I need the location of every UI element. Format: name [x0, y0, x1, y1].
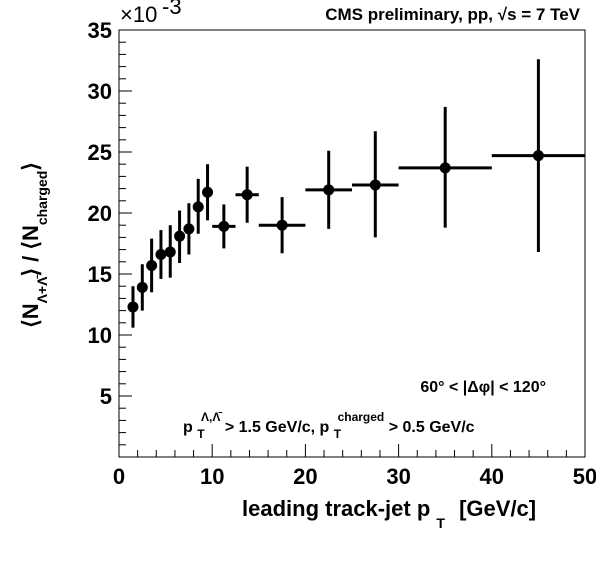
y-axis-label: ⟨NΛ+Λ̄⟩ / ⟨Ncharged⟩: [18, 162, 50, 328]
x-tick-label: 40: [480, 464, 504, 489]
plot-frame: [118, 29, 586, 458]
x-tick-label: 0: [113, 464, 125, 489]
y-tick-label: 20: [88, 201, 112, 226]
x-axis-label-sub: T: [436, 515, 445, 531]
x-axis-label: leading track-jet p T [GeV/c]: [242, 496, 536, 533]
annotation-pt-sup-b: charged: [338, 410, 385, 424]
annotation-pt-a: p: [183, 419, 193, 436]
annotation-pt-cuts: p T Λ,Λ̄ > 1.5 GeV/c, p T charged > 0.5 …: [183, 408, 475, 442]
y-tick-label: 25: [88, 140, 112, 165]
annotation-pt-c: > 0.5 GeV/c: [389, 419, 475, 436]
y-tick-label: 35: [88, 18, 112, 43]
annotation-pt-sub-b: T: [334, 427, 342, 441]
data-point: [164, 246, 176, 258]
data-point: [136, 281, 148, 293]
data-point: [323, 184, 335, 196]
data-point: [276, 219, 288, 231]
y-tick-label: 15: [88, 262, 112, 287]
data-point: [174, 230, 186, 242]
x-axis-label-main: leading track-jet p: [242, 496, 430, 521]
y-tick-label: 30: [88, 79, 112, 104]
data-point: [218, 220, 230, 232]
data-point: [146, 259, 158, 271]
annotation-delta-phi: 60° < |Δφ| < 120°: [420, 379, 546, 396]
annotation-pt-sup-a: Λ,Λ̄: [201, 410, 222, 424]
data-point: [202, 186, 214, 198]
y-axis-ticks: [119, 29, 132, 458]
x-tick-label: 10: [200, 464, 224, 489]
chart-title: CMS preliminary, pp, √s = 7 TeV: [325, 5, 580, 24]
x-tick-label: 50: [573, 464, 596, 489]
data-point: [241, 189, 253, 201]
data-point: [183, 223, 195, 235]
x-axis-label-unit: [GeV/c]: [459, 496, 536, 521]
data-point: [155, 248, 167, 260]
y-tick-label: 5: [100, 384, 112, 409]
data-point: [369, 179, 381, 191]
x-tick-label: 20: [293, 464, 317, 489]
data-series: [127, 59, 585, 328]
data-point: [532, 150, 544, 162]
x-axis-ticks: [118, 444, 586, 457]
data-point: [192, 201, 204, 213]
svg-text:⟨NΛ+Λ̄⟩ / ⟨Ncharged⟩: ⟨NΛ+Λ̄⟩ / ⟨Ncharged⟩: [18, 162, 50, 328]
y-multiplier: ×10: [120, 2, 157, 27]
x-tick-label: 30: [386, 464, 410, 489]
y-multiplier-exponent: -3: [162, 0, 182, 19]
annotation-pt-b: > 1.5 GeV/c, p: [225, 419, 330, 436]
x-axis-tick-labels: 0 10 20 30 40 50: [113, 464, 596, 489]
annotation-pt-sub-a: T: [197, 427, 205, 441]
y-tick-label: 10: [88, 323, 112, 348]
data-point: [127, 301, 139, 313]
data-point: [439, 162, 451, 174]
y-axis-tick-labels: 5 10 15 20 25 30 35: [88, 18, 112, 409]
